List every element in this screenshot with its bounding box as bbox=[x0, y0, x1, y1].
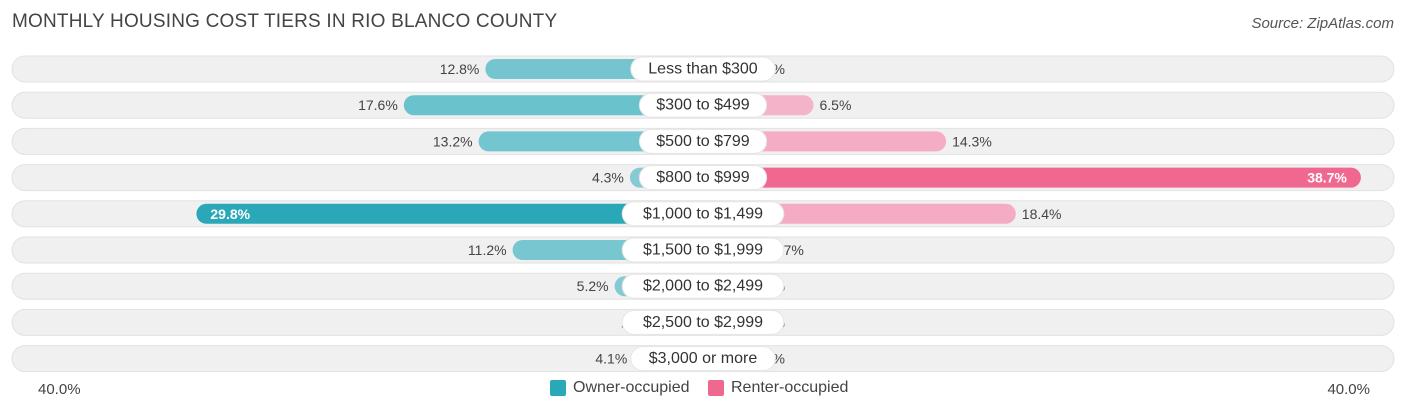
category-label: $300 to $499 bbox=[656, 97, 750, 114]
legend-owner-label: Owner-occupied bbox=[573, 379, 690, 396]
category-pill bbox=[621, 309, 785, 335]
owner-value-label: 17.6% bbox=[358, 97, 398, 113]
axis-left-label: 40.0% bbox=[38, 381, 81, 398]
legend: Owner-occupied Renter-occupied bbox=[0, 379, 1406, 401]
renter-value-label: 14.3% bbox=[952, 133, 992, 149]
category-pill bbox=[621, 201, 785, 227]
owner-value-label: 29.8% bbox=[210, 206, 250, 222]
category-pill bbox=[638, 128, 768, 154]
category-label: $500 to $799 bbox=[656, 133, 750, 150]
category-label: $3,000 or more bbox=[649, 350, 758, 367]
owner-bar bbox=[403, 95, 703, 116]
category-pill bbox=[621, 273, 785, 299]
owner-bar bbox=[196, 203, 703, 224]
category-label: $2,500 to $2,999 bbox=[643, 314, 763, 331]
owner-value-label: 4.1% bbox=[595, 351, 627, 367]
legend-renter: Renter-occupied bbox=[708, 379, 848, 397]
owner-value-label: 12.8% bbox=[440, 61, 480, 77]
legend-owner: Owner-occupied bbox=[550, 379, 690, 397]
owner-value-label: 13.2% bbox=[433, 133, 473, 149]
category-pill bbox=[621, 237, 785, 263]
renter-value-label: 18.4% bbox=[1022, 206, 1062, 222]
legend-renter-swatch bbox=[708, 380, 724, 396]
category-label: Less than $300 bbox=[648, 61, 758, 78]
renter-value-label: 38.7% bbox=[1307, 170, 1347, 186]
category-pill bbox=[638, 92, 768, 118]
legend-owner-swatch bbox=[550, 380, 566, 396]
chart-title: MONTHLY HOUSING COST TIERS IN RIO BLANCO… bbox=[12, 11, 558, 32]
source-credit: Source: ZipAtlas.com bbox=[1251, 15, 1394, 32]
category-label: $1,000 to $1,499 bbox=[643, 205, 763, 222]
owner-value-label: 5.2% bbox=[577, 278, 609, 294]
owner-value-label: 4.3% bbox=[592, 170, 624, 186]
category-label: $800 to $999 bbox=[656, 169, 750, 186]
category-pill bbox=[630, 56, 776, 82]
renter-value-label: 6.5% bbox=[820, 97, 852, 113]
axis-right-label: 40.0% bbox=[1327, 381, 1370, 398]
legend-renter-label: Renter-occupied bbox=[731, 379, 849, 396]
owner-value-label: 11.2% bbox=[468, 242, 507, 258]
category-pill bbox=[630, 346, 776, 372]
renter-bar bbox=[703, 167, 1361, 188]
category-label: $1,500 to $1,999 bbox=[643, 242, 763, 259]
category-pill bbox=[638, 165, 768, 191]
category-label: $2,000 to $2,499 bbox=[643, 278, 763, 295]
